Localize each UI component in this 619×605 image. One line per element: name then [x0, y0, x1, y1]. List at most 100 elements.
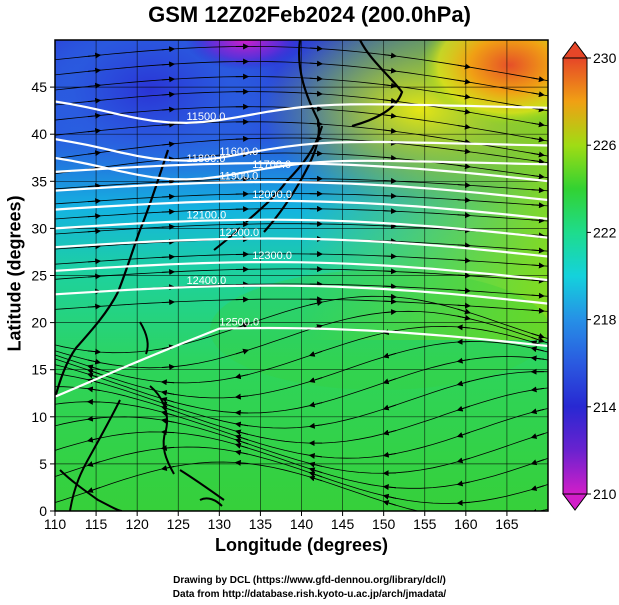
streamline-arrow	[457, 257, 471, 264]
x-tick-label: 150	[372, 516, 396, 532]
streamline-arrow	[161, 141, 176, 148]
streamline-arrow	[383, 223, 397, 230]
streamline-arrow	[160, 429, 175, 436]
streamline-arrow	[308, 422, 323, 429]
streamline-arrow	[383, 309, 397, 316]
streamline-arrow	[87, 183, 102, 190]
height-contour	[55, 199, 548, 220]
streamline-arrow	[457, 78, 471, 85]
streamline-arrow	[383, 82, 397, 89]
streamline-arrow	[308, 471, 323, 478]
chart-title: GSM 12Z02Feb2024 (200.0hPa)	[148, 2, 471, 27]
streamline-arrow	[309, 120, 324, 127]
streamline-arrow	[87, 273, 102, 280]
streamline-arrow	[234, 442, 249, 449]
streamline-arrow	[383, 298, 397, 305]
y-tick-label: 25	[31, 268, 47, 284]
streamline-arrow	[530, 346, 545, 353]
streamline-arrow	[234, 459, 249, 466]
streamline-arrow	[457, 182, 471, 189]
streamline-arrow	[382, 404, 397, 411]
streamline-arrow	[456, 457, 471, 464]
streamline-arrow	[161, 121, 176, 128]
streamline-arrow	[531, 136, 545, 143]
x-tick-label: 115	[85, 516, 108, 532]
streamline-arrow	[457, 123, 471, 130]
streamline-arrow	[457, 138, 471, 145]
streamline-arrow	[161, 61, 176, 68]
streamline-arrow	[309, 90, 324, 97]
streamline-arrow	[456, 357, 471, 364]
streamline-arrow	[531, 187, 545, 194]
x-tick-label: 110	[44, 516, 67, 532]
streamline-arrow	[456, 480, 471, 487]
streamline-arrow	[457, 308, 471, 315]
streamline-arrow	[383, 293, 397, 300]
contour-label: 12500.0	[219, 317, 259, 329]
streamline-arrow	[383, 52, 397, 59]
streamline-arrow	[86, 436, 101, 443]
streamline-arrow	[382, 500, 397, 506]
y-tick-label: 20	[31, 315, 47, 331]
streamline-arrow	[309, 60, 324, 67]
streamline-arrow	[87, 258, 102, 265]
streamline-arrow	[160, 379, 175, 386]
streamline-arrow	[161, 299, 176, 306]
streamline-arrow	[530, 459, 545, 466]
streamline-arrow	[382, 484, 397, 491]
streamline-arrow	[308, 467, 323, 474]
streamline-arrow	[531, 217, 545, 224]
streamline-arrow	[531, 158, 545, 165]
streamline-arrow	[234, 449, 249, 456]
colorbar-tick-label: 226	[593, 137, 617, 153]
streamline-arrow	[234, 429, 249, 436]
streamline-arrow	[87, 112, 102, 119]
streamline-arrow	[531, 277, 545, 284]
contour-label: 12300.0	[252, 250, 292, 262]
colorbar-tick-label: 222	[593, 224, 617, 240]
streamline-arrow	[383, 208, 397, 215]
streamline-arrow	[87, 358, 102, 365]
y-tick-label: 40	[31, 126, 47, 142]
y-axis-ticks: 0 5 10 15 20 25 30 35 40 45	[31, 79, 55, 519]
streamline-arrow	[160, 465, 175, 471]
contour-label: 11800.0	[186, 153, 225, 165]
streamline-arrow	[530, 433, 545, 439]
streamline-arrow	[530, 408, 545, 415]
streamline-arrow	[308, 475, 323, 482]
x-axis-ticks: 110 115 120 125 130 135 140 145 150 155 160 165	[44, 511, 519, 532]
streamline	[55, 461, 548, 511]
streamline-arrow	[161, 253, 176, 260]
streamline-arrow	[87, 67, 102, 74]
height-contour	[55, 100, 548, 125]
streamline-arrow	[87, 52, 102, 59]
streamline-arrow	[457, 163, 471, 170]
x-tick-label: 140	[290, 516, 314, 532]
streamline-arrow	[457, 302, 471, 309]
contour-label: 12200.0	[219, 227, 259, 239]
streamline-arrow	[234, 373, 249, 380]
streamline-arrow	[87, 348, 102, 355]
streamline-arrow	[531, 151, 545, 158]
streamline-arrow	[160, 389, 175, 396]
streamline-arrow	[87, 150, 102, 157]
streamline-arrow	[457, 287, 471, 294]
streamline-arrow	[86, 368, 101, 375]
streamline-arrow	[456, 338, 470, 345]
streamline-arrow	[161, 76, 176, 83]
streamline-arrow	[530, 485, 545, 491]
height-contour	[55, 180, 548, 202]
contour-label: 12100.0	[186, 209, 226, 221]
colorbar-ticks: 210 214 218 222 226 230	[587, 50, 617, 502]
streamline-arrow	[234, 434, 249, 441]
streamline-arrow	[456, 431, 471, 438]
streamline-arrow	[160, 410, 175, 417]
streamline-arrow	[531, 336, 545, 343]
streamline-arrow	[308, 377, 323, 383]
contour-label: 12400.0	[186, 275, 226, 287]
height-contour	[55, 162, 548, 183]
streamline-arrow	[87, 198, 102, 205]
height-contour	[55, 218, 548, 239]
streamline-arrow	[234, 421, 249, 428]
